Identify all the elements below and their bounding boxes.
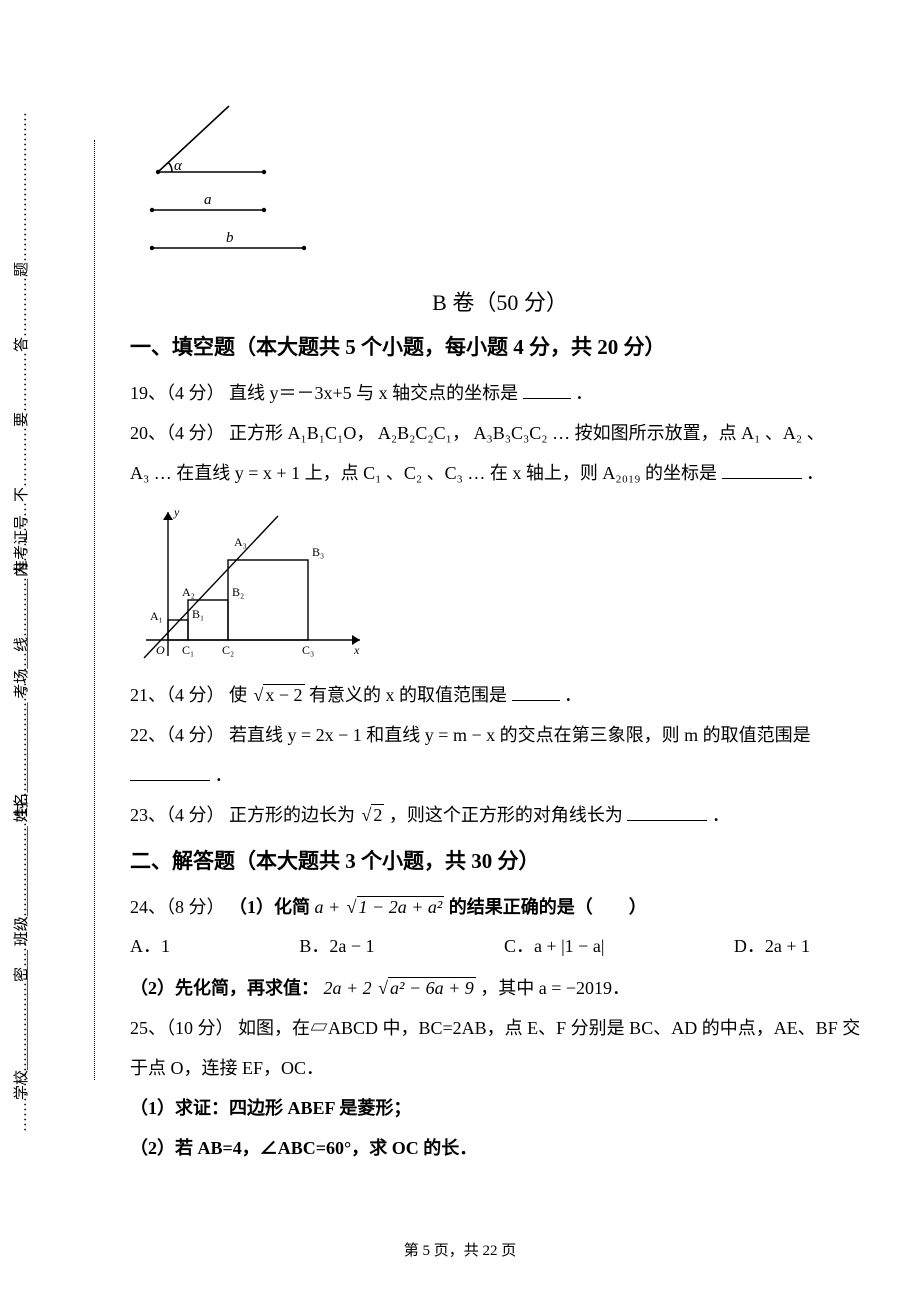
q20-body2: A₃ … 在直线 y = x + 1 上，点 C₁ 、C₂ 、C₃ … 在 x … — [130, 463, 717, 483]
q21-radicand: x − 2 — [263, 684, 304, 705]
q24-p1-a: a + — [315, 897, 345, 917]
q24-p2-expr: 2a + 2 — [324, 978, 372, 998]
svg-text:C₁: C₁ — [182, 643, 194, 657]
q20-post: ． — [806, 463, 824, 483]
q22-line2: ． — [130, 757, 870, 795]
q24-p1-post: 的结果正确的是（ ） — [449, 897, 647, 917]
q23-pre: 正方形的边长为 — [229, 805, 355, 825]
q25-line2: 于点 O，连接 EF，OC． — [130, 1050, 870, 1088]
q24-label: 24、（8 分） — [130, 897, 225, 917]
svg-text:y: y — [173, 505, 180, 519]
q24-p2-sqrt: √a² − 6a + 9 — [376, 970, 476, 1008]
q23-label: 23、（4 分） — [130, 805, 225, 825]
q23-blank — [627, 804, 707, 821]
q22-blank — [130, 764, 210, 781]
q23-mid: ，则这个正方形的对角线长为 — [389, 805, 623, 825]
q25-body2: 于点 O，连接 EF，OC． — [130, 1058, 324, 1078]
svg-text:b: b — [226, 230, 234, 246]
q23-radicand: 2 — [371, 804, 384, 825]
svg-text:C₂: C₂ — [222, 643, 234, 657]
figure-squares-sequence: y x O A₁ A₂ A₃ B₁ B₂ B₃ C₁ C₂ C₃ — [138, 500, 368, 660]
q25-p1: （1）求证：四边形 ABEF 是菱形； — [130, 1090, 870, 1128]
q19-label: 19、（4 分） — [130, 383, 225, 403]
q25-p2: （2）若 AB=4，∠ABC=60°，求 OC 的长． — [130, 1130, 870, 1168]
content-area: α a b B 卷（50 分） 一、填空题（本大题共 5 个小题，每小题 4 分… — [130, 90, 870, 1169]
q20-line2: A₃ … 在直线 y = x + 1 上，点 C₁ 、C₂ 、C₃ … 在 x … — [130, 455, 870, 493]
binding-gutter: 学校________________ 班级____________ 姓名____… — [10, 140, 90, 1080]
svg-text:B₃: B₃ — [312, 545, 324, 559]
q21-pre: 使 — [229, 685, 247, 705]
q24-opt-a: A．1 — [130, 932, 170, 958]
q19-body: 直线 y＝－3x+5 与 x 轴交点的坐标是 — [229, 383, 518, 403]
svg-text:B₁: B₁ — [192, 607, 204, 621]
q24-opt-c: C．a + |1 − a| — [504, 932, 605, 958]
q22-body1: 若直线 y = 2x − 1 和直线 y = m − x 的交点在第三象限，则 … — [229, 725, 811, 745]
q24-p2-radicand: a² − 6a + 9 — [388, 977, 476, 998]
q20-label: 20、（4 分） — [130, 423, 225, 443]
q24-opt-b: B．2a − 1 — [299, 932, 374, 958]
q20-line1: 20、（4 分） 正方形 A₁B₁C₁O， A₂B₂C₂C₁， A₃B₃C₃C₂… — [130, 415, 870, 453]
q23: 23、（4 分） 正方形的边长为 √2 ，则这个正方形的对角线长为 ． — [130, 797, 870, 835]
q24-p1-radicand: 1 − 2a + a² — [357, 896, 445, 917]
q25-p2-text: （2）若 AB=4，∠ABC=60°，求 OC 的长． — [130, 1138, 477, 1158]
q25-p1-text: （1）求证：四边形 ABEF 是菱形； — [130, 1098, 411, 1118]
q24-opt-d: D．2a + 1 — [734, 932, 810, 958]
svg-text:O: O — [156, 643, 165, 657]
q24-p1-pre: （1）化简 — [229, 897, 315, 917]
q25-body1: 如图，在▱ABCD 中，BC=2AB，点 E、F 分别是 BC、AD 的中点，A… — [238, 1018, 860, 1038]
svg-text:A₂: A₂ — [182, 585, 195, 599]
q24-p2-mid: ，其中 a = −2019． — [480, 978, 630, 998]
page-footer: 第 5 页，共 22 页 — [0, 1239, 920, 1260]
gutter-dotted-rule — [94, 140, 97, 1080]
svg-text:x: x — [353, 643, 360, 657]
svg-text:A₁: A₁ — [150, 609, 163, 623]
q23-post: ． — [712, 805, 730, 825]
gutter-seal-line: …………………………密…………………………封…………………………线…………内……… — [10, 192, 31, 1132]
section-fill-heading: 一、填空题（本大题共 5 个小题，每小题 4 分，共 20 分） — [130, 331, 870, 361]
figure-angle-lines: α a b — [134, 100, 314, 260]
svg-text:a: a — [204, 192, 212, 208]
q20-blank — [722, 461, 802, 478]
q22-line1: 22、（4 分） 若直线 y = 2x − 1 和直线 y = m − x 的交… — [130, 717, 870, 755]
svg-text:B₂: B₂ — [232, 585, 244, 599]
paper-b-title: B 卷（50 分） — [130, 285, 870, 317]
q24-part2: （2）先化简，再求值： 2a + 2 √a² − 6a + 9 ，其中 a = … — [130, 970, 870, 1008]
q19-blank — [523, 382, 571, 399]
q21-post: ． — [564, 685, 582, 705]
q21-blank — [512, 684, 560, 701]
q21-mid: 有意义的 x 的取值范围是 — [309, 685, 507, 705]
section-solve-heading: 二、解答题（本大题共 3 个小题，共 30 分） — [130, 845, 870, 875]
svg-text:A₃: A₃ — [234, 535, 247, 549]
q21-sqrt: √x − 2 — [252, 677, 305, 715]
q24-p2-pre: （2）先化简，再求值： — [130, 978, 319, 998]
q23-sqrt: √2 — [360, 797, 385, 835]
svg-text:C₃: C₃ — [302, 643, 314, 657]
q22-post: ． — [215, 765, 233, 785]
q21: 21、（4 分） 使 √x − 2 有意义的 x 的取值范围是 ． — [130, 677, 870, 715]
q25-line1: 25、（10 分） 如图，在▱ABCD 中，BC=2AB，点 E、F 分别是 B… — [130, 1010, 870, 1048]
q19-post: ． — [575, 383, 593, 403]
q21-label: 21、（4 分） — [130, 685, 225, 705]
q19: 19、（4 分） 直线 y＝－3x+5 与 x 轴交点的坐标是 ． — [130, 375, 870, 413]
q20-body1: 正方形 A₁B₁C₁O， A₂B₂C₂C₁， A₃B₃C₃C₂ … 按如图所示放… — [229, 423, 825, 443]
q24-p1-sqrt: √1 − 2a + a² — [345, 889, 445, 927]
q25-label: 25、（10 分） — [130, 1018, 234, 1038]
q24-options: A．1 B．2a − 1 C．a + |1 − a| D．2a + 1 — [130, 932, 870, 958]
svg-text:α: α — [174, 158, 183, 174]
q24-part1: 24、（8 分） （1）化简 a + √1 − 2a + a² 的结果正确的是（… — [130, 889, 870, 927]
q22-label: 22、（4 分） — [130, 725, 225, 745]
